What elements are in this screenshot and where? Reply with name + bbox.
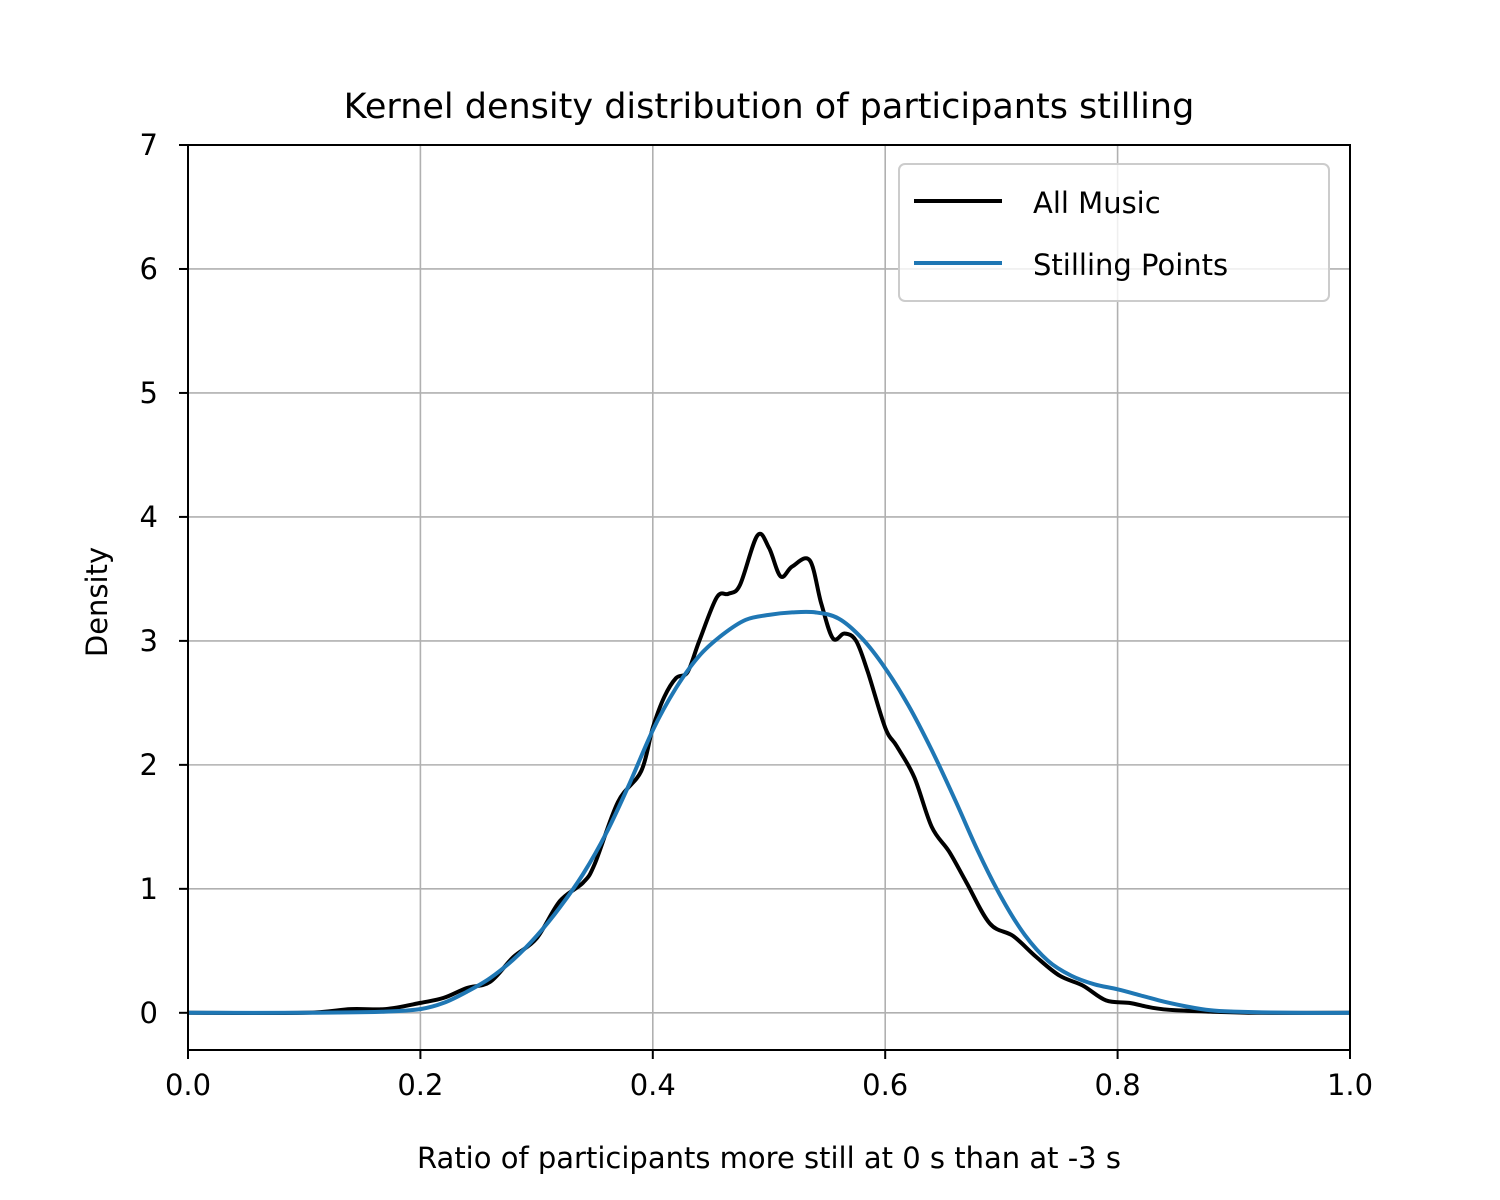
y-tick-label: 5 — [140, 376, 158, 410]
y-tick-label: 1 — [140, 872, 158, 906]
legend: All Music Stilling Points — [898, 163, 1330, 302]
x-tick-label: 0.6 — [862, 1068, 908, 1102]
axis-ticks: 0.0 0.2 0.4 0.6 0.8 1.0 0 1 2 3 4 5 6 7 — [140, 128, 1374, 1102]
legend-label-stilling-points: Stilling Points — [1033, 248, 1228, 282]
plot-frame — [187, 144, 1351, 1051]
y-tick-label: 2 — [140, 748, 158, 782]
x-tick-label: 0.4 — [630, 1068, 676, 1102]
series-line-stilling-points — [187, 609, 1351, 1015]
legend-box — [898, 163, 1330, 302]
series-lines — [187, 531, 1351, 1016]
y-tick-label: 4 — [140, 500, 158, 534]
x-axis-label: Ratio of participants more still at 0 s … — [417, 1141, 1121, 1175]
x-tick-label: 0.0 — [165, 1068, 211, 1102]
y-axis-label: Density — [80, 547, 114, 657]
x-tick-label: 0.8 — [1095, 1068, 1141, 1102]
y-tick-label: 6 — [140, 252, 158, 286]
y-tick-label: 7 — [140, 128, 158, 162]
y-tick-label: 3 — [140, 624, 158, 658]
x-tick-label: 1.0 — [1327, 1068, 1373, 1102]
legend-label-all-music: All Music — [1033, 186, 1161, 220]
chart-title: Kernel density distribution of participa… — [344, 87, 1195, 127]
y-tick-label: 0 — [140, 996, 158, 1030]
x-tick-label: 0.2 — [397, 1068, 443, 1102]
